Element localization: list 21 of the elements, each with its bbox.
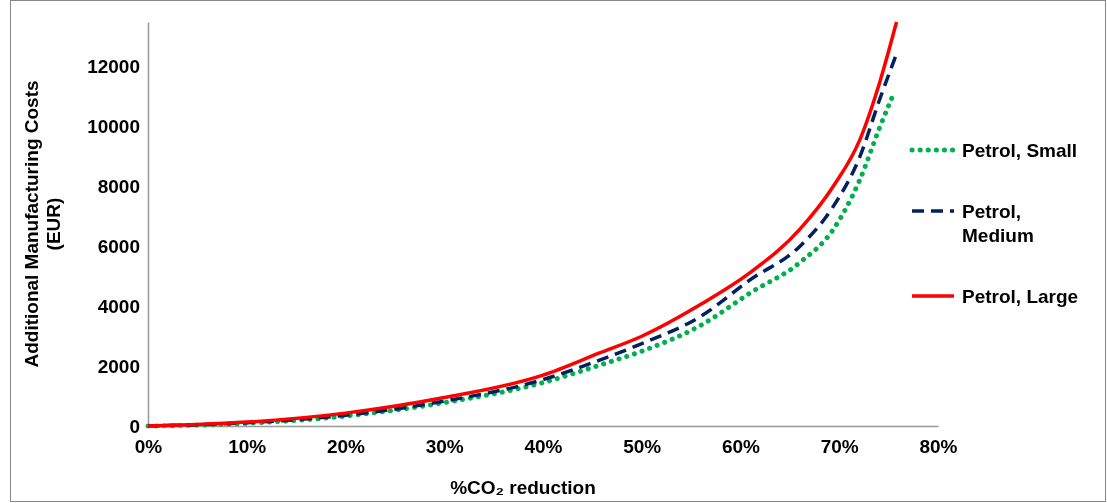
x-tick-label: 80% [919,436,958,458]
y-tick-label: 12000 [87,56,140,78]
y-axis-title: Additional Manufacturing Costs (EUR) [21,80,64,368]
y-tick-label: 0 [129,415,140,437]
x-tick-label: 30% [425,436,464,458]
x-tick-label: 10% [228,436,267,458]
legend-label: Petrol, Medium [962,201,1034,246]
x-tick-label: 50% [623,436,662,458]
x-tick-label: 0% [134,436,163,458]
y-tick-label: 8000 [97,176,140,198]
x-axis-title: %CO₂ reduction [450,477,596,498]
x-tick-label: 20% [326,436,366,458]
y-tick-label: 4000 [97,295,140,317]
y-tick-label: 2000 [97,355,140,377]
x-tick-label: 40% [524,436,563,458]
y-tick-label: 10000 [87,116,140,138]
y-tick-label: 6000 [97,236,140,258]
x-tick-label: 70% [820,436,859,458]
x-tick-label: 60% [721,436,761,458]
legend-label: Petrol, Large [962,286,1079,307]
legend-label: Petrol, Small [962,140,1078,161]
